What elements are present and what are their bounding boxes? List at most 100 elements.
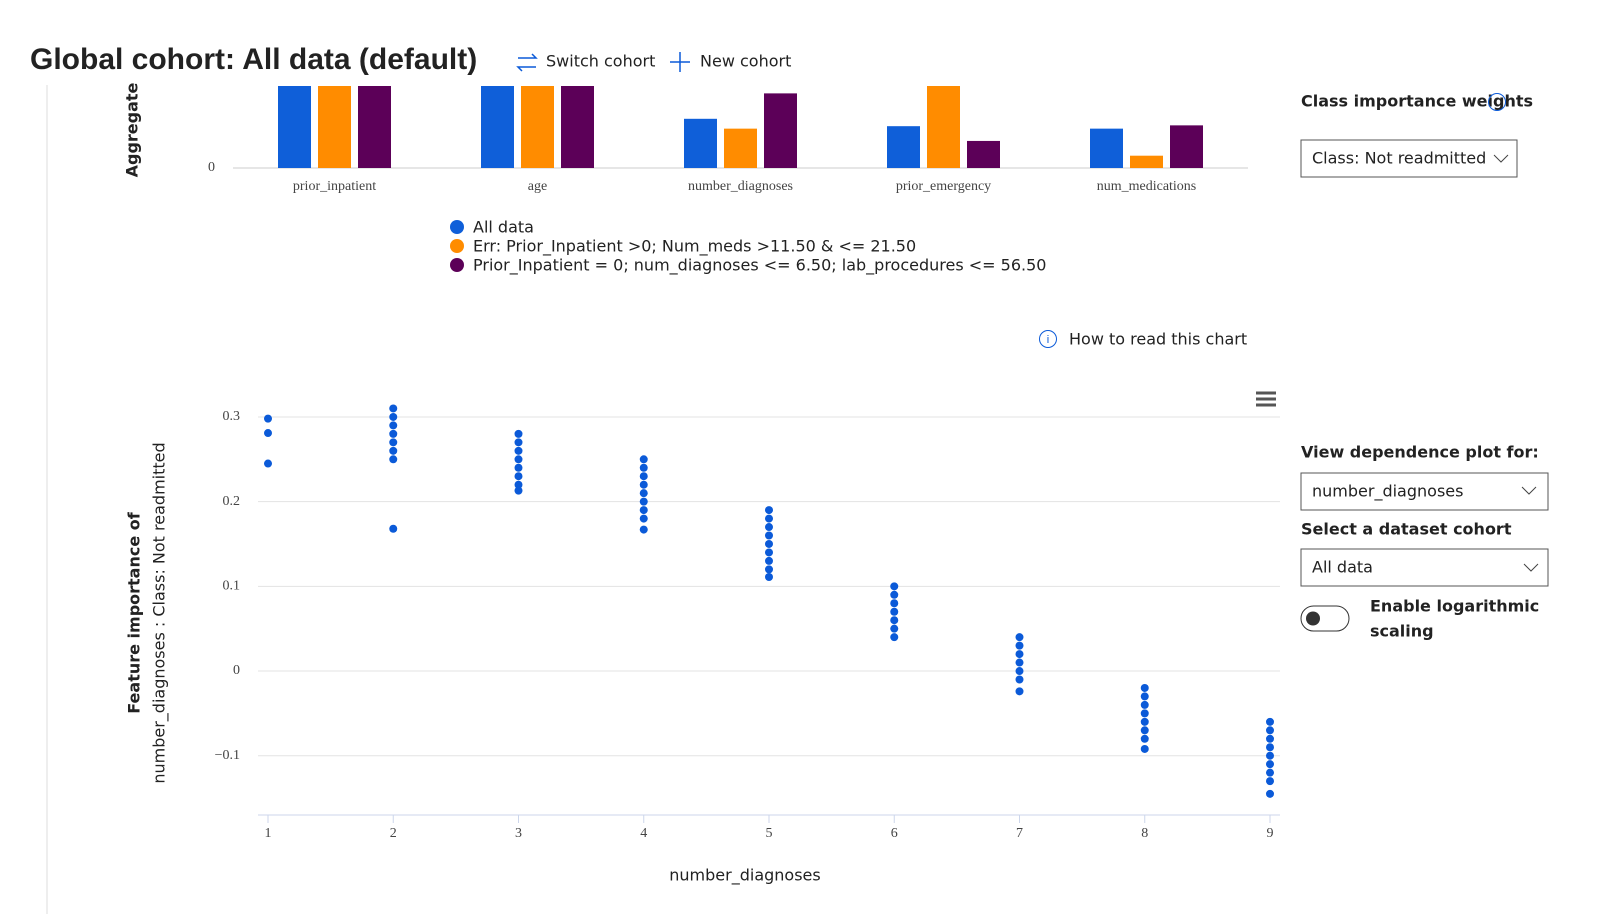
point [1015,633,1024,642]
control-label: Enable logarithmic [1370,597,1539,616]
point [1015,687,1024,696]
legend-label: All data [473,218,534,237]
bar [764,93,797,168]
point [890,590,899,599]
point [514,438,523,447]
chart-menu[interactable] [1256,391,1276,407]
point [890,607,899,616]
bar [481,86,514,168]
control-label: View dependence plot for: [1301,443,1539,462]
point [389,412,398,421]
legend-marker [450,258,464,272]
point [1266,726,1274,735]
switch-cohort-label[interactable]: Switch cohort [546,52,655,71]
point [514,455,523,464]
point [1140,744,1149,753]
point [639,497,648,506]
point [765,514,773,523]
x-tick-label: 4 [640,826,647,841]
x-tick-label: 5 [766,826,773,841]
cohort-dropdown[interactable]: All data [1300,548,1549,587]
dropdown-value: All data [1312,558,1373,577]
point [639,463,648,472]
x-tick-label: 6 [891,826,898,841]
point [514,480,523,489]
x-tick-label: 1 [265,826,272,841]
point [639,525,648,534]
bar [684,118,717,168]
class-dropdown[interactable]: Class: Not readmitted [1300,139,1518,178]
point [890,599,899,608]
point [264,459,272,468]
log-toggle[interactable] [1300,605,1350,632]
x-tick-label: number_diagnoses [688,179,793,194]
point [765,573,773,582]
point [1015,650,1024,659]
dropdown-box[interactable] [1300,472,1549,511]
bar [1130,155,1163,168]
point [765,531,773,540]
point [514,429,523,438]
y-tick-label: 0 [233,663,240,678]
point [1266,717,1274,726]
switch-cohort[interactable]: Switch cohort [516,52,655,72]
point [1140,683,1149,692]
chevron [1521,486,1537,495]
y-axis-label: Feature importance of [125,511,144,714]
new-cohort-label[interactable]: New cohort [700,52,791,71]
x-tick-label: prior_inpatient [293,179,376,194]
x-tick-label: 2 [390,826,397,841]
point [639,472,648,481]
chevron [1493,154,1509,163]
feature-dropdown[interactable]: number_diagnoses [1300,472,1549,511]
switch-icon [516,53,538,72]
point [264,414,272,423]
info-glyph: i [1047,334,1049,346]
point [389,404,398,413]
point [514,446,523,455]
point [639,455,648,464]
bar [561,86,594,168]
help-text[interactable]: How to read this chart [1069,330,1247,349]
point [389,455,398,464]
point [1015,641,1024,650]
dropdown-box[interactable] [1300,548,1549,587]
control-label: scaling [1370,622,1434,641]
point [514,463,523,472]
info-icon[interactable] [1488,93,1506,111]
point [890,582,899,591]
legend-label: Prior_Inpatient = 0; num_diagnoses <= 6.… [473,256,1046,276]
point [1015,658,1024,667]
point [765,565,773,574]
point [1266,760,1274,769]
point [1015,667,1024,676]
help-link[interactable]: i How to read this chart [1039,330,1248,349]
x-tick-label: age [528,179,547,194]
y-tick-label: 0.1 [223,579,241,594]
x-axis-label: number_diagnoses [669,866,820,886]
y-axis-label: number_diagnoses : Class: Not readmitted [150,442,170,783]
point [1140,709,1149,718]
x-tick-label: 9 [1267,826,1274,841]
new-cohort[interactable]: New cohort [670,52,791,73]
dropdown-value: Class: Not readmitted [1312,149,1486,168]
bar [318,86,351,168]
point [389,429,398,438]
point [514,472,523,481]
legend-marker [450,239,464,253]
point [1140,700,1149,709]
chevron [1523,563,1539,572]
point [1266,768,1274,777]
bar [521,86,554,168]
point [1140,692,1149,701]
menu-icon[interactable] [1256,391,1276,407]
point [389,421,398,430]
dropdown-box[interactable] [1300,139,1518,178]
point [890,624,899,633]
bar [887,126,920,168]
point [1266,789,1274,798]
x-tick-label: 7 [1016,826,1023,841]
point [389,524,398,533]
bar [967,140,1000,168]
